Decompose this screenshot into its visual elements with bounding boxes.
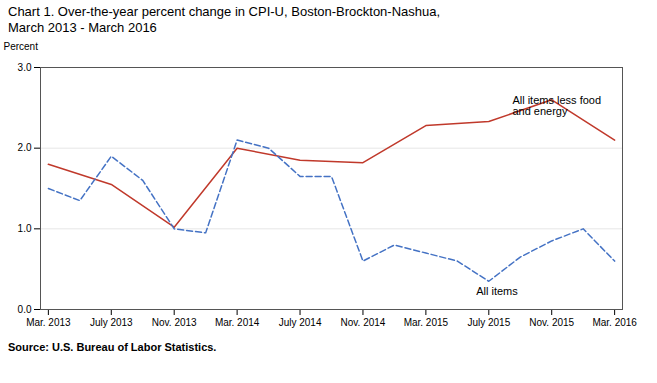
svg-text:1.0: 1.0 [18,223,32,234]
svg-text:Nov. 2014: Nov. 2014 [341,316,386,327]
html-text:Source: U.S. Bureau of Labor S: Source: U.S. Bureau of Labor Statistics. [8,340,217,353]
svg-text:Mar. 2013: Mar. 2013 [26,316,71,327]
svg-text:July 2013: July 2013 [90,316,133,327]
svg-text:All items: All items [476,284,518,296]
svg-text:All items less foodand energy: All items less foodand energy [512,93,601,116]
svg-text:2.0: 2.0 [18,142,32,153]
svg-text:Nov. 2015: Nov. 2015 [529,316,574,327]
html-text:March 2013 - March 2016: March 2013 - March 2016 [8,20,157,36]
svg-text:Mar. 2015: Mar. 2015 [404,316,449,327]
svg-text:Percent: Percent [4,40,39,51]
svg-text:3.0: 3.0 [18,61,32,72]
svg-text:July 2014: July 2014 [279,316,322,327]
svg-text:Mar. 2014: Mar. 2014 [215,316,260,327]
svg-text:0.0: 0.0 [18,303,32,314]
svg-text:Mar. 2016: Mar. 2016 [592,316,637,327]
svg-text:July 2015: July 2015 [467,316,510,327]
html-text:Chart 1. Over-the-year percent: Chart 1. Over-the-year percent change in… [8,4,441,19]
svg-text:Nov. 2013: Nov. 2013 [152,316,197,327]
